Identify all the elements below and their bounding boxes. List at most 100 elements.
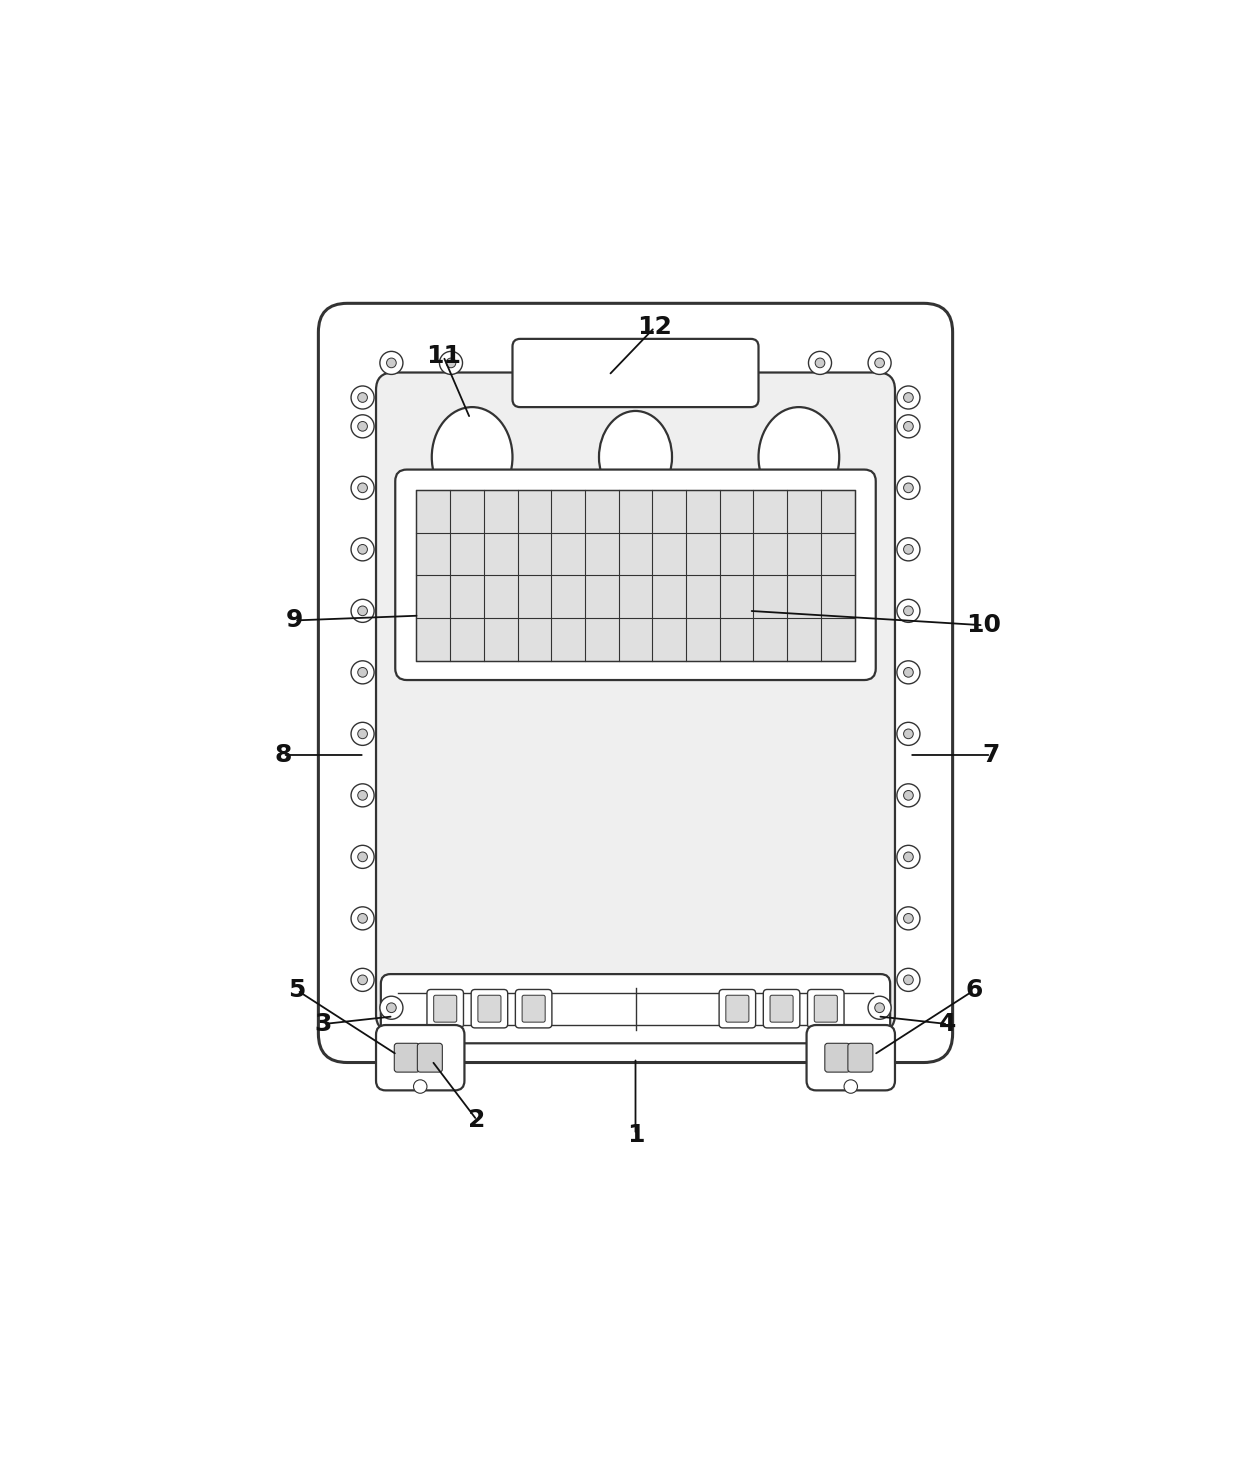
Circle shape <box>874 1002 884 1013</box>
Circle shape <box>897 477 920 499</box>
FancyBboxPatch shape <box>807 989 844 1027</box>
Circle shape <box>897 537 920 561</box>
Circle shape <box>351 968 374 992</box>
Circle shape <box>874 359 884 368</box>
Circle shape <box>808 351 832 375</box>
Circle shape <box>904 545 914 554</box>
Circle shape <box>868 351 892 375</box>
Circle shape <box>439 351 463 375</box>
FancyBboxPatch shape <box>376 372 895 1032</box>
Circle shape <box>897 599 920 623</box>
Circle shape <box>351 846 374 868</box>
Circle shape <box>844 1080 858 1094</box>
Text: 6: 6 <box>965 979 982 1002</box>
FancyBboxPatch shape <box>764 989 800 1027</box>
FancyBboxPatch shape <box>394 1044 419 1072</box>
Circle shape <box>808 996 832 1020</box>
FancyBboxPatch shape <box>477 995 501 1023</box>
Circle shape <box>357 607 367 615</box>
Text: 2: 2 <box>469 1108 486 1132</box>
Text: 9: 9 <box>285 608 303 632</box>
Text: 12: 12 <box>637 316 672 339</box>
FancyBboxPatch shape <box>418 1044 443 1072</box>
Circle shape <box>897 415 920 438</box>
Ellipse shape <box>432 407 512 508</box>
Circle shape <box>357 545 367 554</box>
FancyBboxPatch shape <box>825 1044 849 1072</box>
FancyBboxPatch shape <box>512 339 759 407</box>
Circle shape <box>379 996 403 1020</box>
Circle shape <box>357 393 367 403</box>
FancyBboxPatch shape <box>770 995 794 1023</box>
Circle shape <box>357 483 367 493</box>
Text: 8: 8 <box>274 742 291 768</box>
Circle shape <box>351 906 374 930</box>
Circle shape <box>904 852 914 862</box>
Circle shape <box>357 422 367 431</box>
Circle shape <box>357 791 367 800</box>
Circle shape <box>897 906 920 930</box>
Ellipse shape <box>759 407 839 508</box>
FancyBboxPatch shape <box>719 989 755 1027</box>
Circle shape <box>904 483 914 493</box>
Text: 11: 11 <box>425 344 461 368</box>
Circle shape <box>904 791 914 800</box>
Circle shape <box>387 359 397 368</box>
FancyBboxPatch shape <box>806 1024 895 1091</box>
FancyBboxPatch shape <box>815 995 837 1023</box>
FancyBboxPatch shape <box>848 1044 873 1072</box>
Circle shape <box>387 1002 397 1013</box>
Circle shape <box>897 784 920 807</box>
FancyBboxPatch shape <box>725 995 749 1023</box>
Circle shape <box>351 661 374 683</box>
Bar <box>417 490 854 661</box>
Circle shape <box>904 393 914 403</box>
FancyBboxPatch shape <box>471 989 507 1027</box>
Circle shape <box>897 385 920 409</box>
Text: 4: 4 <box>939 1013 956 1036</box>
Circle shape <box>439 996 463 1020</box>
FancyBboxPatch shape <box>376 1024 465 1091</box>
Circle shape <box>351 385 374 409</box>
Circle shape <box>351 784 374 807</box>
Text: 7: 7 <box>982 742 999 768</box>
Circle shape <box>413 1080 427 1094</box>
Circle shape <box>446 1002 456 1013</box>
Circle shape <box>904 422 914 431</box>
Circle shape <box>904 914 914 922</box>
Ellipse shape <box>599 410 672 503</box>
Text: 5: 5 <box>289 979 306 1002</box>
Text: 1: 1 <box>626 1123 645 1147</box>
Circle shape <box>357 914 367 922</box>
Circle shape <box>351 537 374 561</box>
Text: 3: 3 <box>315 1013 332 1036</box>
Circle shape <box>868 996 892 1020</box>
Circle shape <box>379 351 403 375</box>
FancyBboxPatch shape <box>381 974 890 1044</box>
Circle shape <box>904 667 914 677</box>
FancyBboxPatch shape <box>516 989 552 1027</box>
Circle shape <box>357 852 367 862</box>
Circle shape <box>446 359 456 368</box>
Circle shape <box>897 968 920 992</box>
Circle shape <box>351 415 374 438</box>
Circle shape <box>815 359 825 368</box>
Circle shape <box>904 976 914 984</box>
FancyBboxPatch shape <box>522 995 546 1023</box>
Circle shape <box>904 729 914 738</box>
Circle shape <box>351 722 374 745</box>
FancyBboxPatch shape <box>396 469 875 680</box>
Circle shape <box>357 976 367 984</box>
Circle shape <box>351 599 374 623</box>
Circle shape <box>897 846 920 868</box>
FancyBboxPatch shape <box>427 989 464 1027</box>
Circle shape <box>897 661 920 683</box>
Circle shape <box>357 667 367 677</box>
Circle shape <box>904 607 914 615</box>
Circle shape <box>897 722 920 745</box>
Circle shape <box>357 729 367 738</box>
Circle shape <box>351 477 374 499</box>
Circle shape <box>815 1002 825 1013</box>
FancyBboxPatch shape <box>434 995 456 1023</box>
FancyBboxPatch shape <box>319 304 952 1063</box>
